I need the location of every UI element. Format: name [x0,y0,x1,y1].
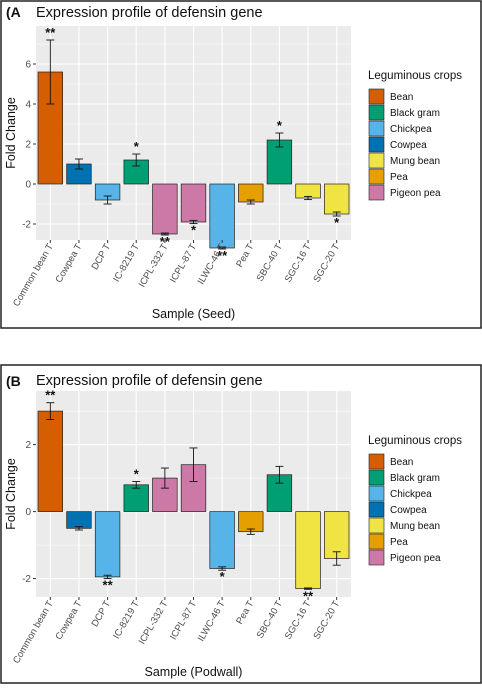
significance-mark: * [334,215,340,230]
bar [152,183,178,235]
legend-swatch [368,136,385,153]
legend-label: Pigeon pea [390,188,441,199]
legend-label: Black gram [390,473,440,484]
legend-swatch [368,485,385,502]
bar [180,183,207,223]
bar [123,484,149,512]
panel-label: (A [6,4,21,20]
bar [238,183,264,203]
bar [295,183,321,199]
bar [37,410,63,512]
legend-swatch [368,120,385,137]
legend-swatch [368,152,385,169]
legend-label: Black gram [390,108,440,119]
legend: Leguminous crops Bean Black gram Chickpea Co… [368,70,462,201]
chart-title: Expression profile of defensin gene [36,5,263,21]
bar [324,511,350,559]
bar [324,183,350,215]
y-axis-label: Fold Change [4,97,18,169]
legend-label: Cowpea [390,505,427,516]
legend-label: Pea [390,172,408,183]
legend-title: Leguminous crops [368,435,462,447]
y-tick-label: 2 [25,440,31,451]
bar [295,511,321,589]
legend-swatch [368,533,385,550]
significance-mark: * [191,223,197,238]
legend-label: Cowpea [390,140,427,151]
legend-label: Mung bean [390,521,440,532]
y-tick-label: 4 [25,100,31,111]
legend-swatch [368,184,385,201]
bar [209,511,235,569]
significance-mark: * [220,569,226,584]
y-tick-label: -2 [22,220,31,231]
legend-label: Pigeon pea [390,553,441,564]
significance-mark: * [134,139,140,154]
legend-swatch [368,88,385,105]
legend-label: Chickpea [390,124,432,135]
bar [94,511,121,578]
legend-label: Pea [390,537,408,548]
bar [209,183,235,249]
legend-swatch [368,168,385,185]
panel-label: (B [6,373,21,389]
significance-mark: ** [103,578,114,593]
significance-mark: ** [45,388,56,403]
chart-title: Expression profile of defensin gene [36,373,263,389]
x-axis-label: Sample (Seed) [152,307,235,321]
legend-swatch [368,469,385,486]
legend-swatch [368,453,385,470]
y-tick-label: 2 [25,140,31,151]
y-axis-label: Fold Change [4,458,18,530]
y-tick-label: 6 [25,60,31,71]
significance-mark: ** [45,25,56,40]
significance-mark: ** [303,588,314,603]
bar [66,511,92,529]
legend-swatch [368,104,385,121]
legend-swatch [368,501,385,518]
legend-label: Mung bean [390,156,440,167]
y-tick-label: 0 [25,507,31,518]
legend-swatch [368,517,385,534]
x-axis-label: Sample (Podwall) [145,665,243,679]
y-tick-label: -2 [22,574,31,585]
significance-mark: ** [217,248,228,263]
y-tick-label: 0 [25,180,31,191]
legend: Leguminous crops Bean Black gram Chickpea Co… [368,435,462,566]
legend-label: Bean [390,92,413,103]
legend-label: Chickpea [390,489,432,500]
legend-swatch [368,549,385,566]
legend-title: Leguminous crops [368,70,462,82]
legend-label: Bean [390,457,413,468]
significance-mark: * [277,118,283,133]
significance-mark: * [134,466,140,481]
